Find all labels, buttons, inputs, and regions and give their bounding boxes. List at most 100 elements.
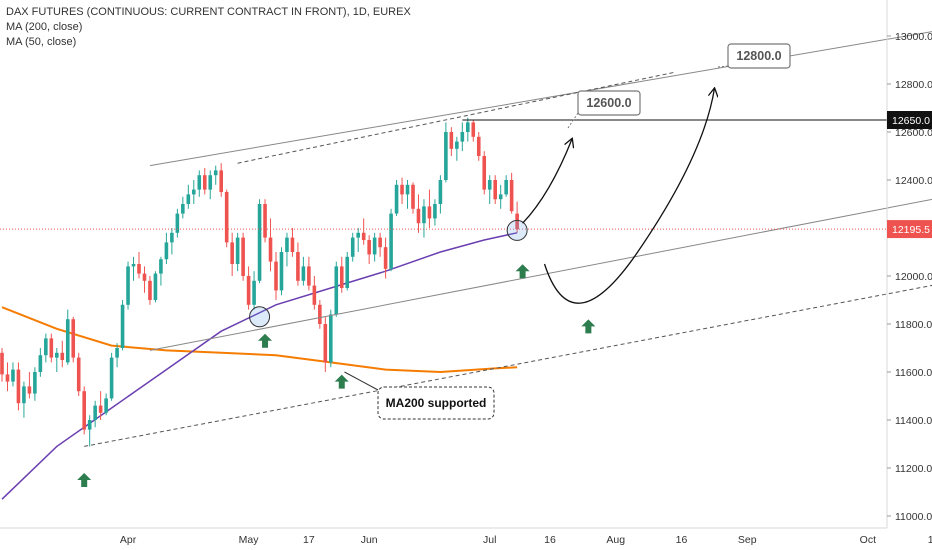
candle-body xyxy=(433,204,437,219)
candle-body xyxy=(361,232,366,240)
candle-body xyxy=(498,194,503,200)
candle-body xyxy=(482,156,487,190)
candle-body xyxy=(427,206,432,219)
candle-body xyxy=(411,184,415,209)
candles-layer xyxy=(0,117,519,447)
candle xyxy=(120,300,125,351)
candle-body xyxy=(159,259,163,274)
candle-body xyxy=(449,132,454,149)
candle xyxy=(202,168,207,195)
candle-body xyxy=(44,338,48,356)
candle-body xyxy=(16,369,21,404)
candle-body xyxy=(104,398,108,413)
candle-body xyxy=(33,372,37,394)
time-tick-label: 16 xyxy=(928,534,932,546)
candle-body xyxy=(137,264,141,274)
candle-body xyxy=(126,266,130,305)
candle-body xyxy=(274,261,278,291)
legend-ma50[interactable]: MA (50, close) xyxy=(6,36,77,48)
legend-ma200[interactable]: MA (200, close) xyxy=(6,21,83,33)
candle xyxy=(433,199,437,226)
time-tick-label: Aug xyxy=(606,534,625,546)
candle xyxy=(285,232,289,267)
candle xyxy=(224,189,229,248)
candle xyxy=(367,235,371,264)
candle xyxy=(493,175,497,204)
candle-body xyxy=(356,232,360,238)
candle xyxy=(312,276,317,310)
candle xyxy=(104,393,108,416)
candle-body xyxy=(164,242,169,260)
candle-body xyxy=(339,266,344,288)
candle-body xyxy=(372,237,377,255)
candle-body xyxy=(504,180,508,195)
candle-body xyxy=(290,237,295,252)
candle xyxy=(394,180,399,216)
candle xyxy=(164,232,169,264)
time-tick-label: 16 xyxy=(544,534,556,546)
candle-body xyxy=(312,285,317,305)
candle-body xyxy=(120,304,125,348)
channel-lower-dashed-line xyxy=(84,284,932,447)
candle-body xyxy=(493,180,497,200)
candle xyxy=(55,348,59,372)
candle-body xyxy=(296,252,300,281)
candle xyxy=(60,340,65,368)
price-tick-label: 11400.0 xyxy=(895,415,932,427)
resistance-tag-text: 12650.0 xyxy=(892,115,930,127)
annotation-leader xyxy=(344,371,379,391)
candle-body xyxy=(49,338,54,358)
legend-title[interactable]: DAX FUTURES (CONTINUOUS: CURRENT CONTRAC… xyxy=(6,6,411,18)
candle-body xyxy=(285,237,289,252)
support-circle xyxy=(506,219,528,241)
candle xyxy=(438,175,443,214)
candle-body xyxy=(148,280,152,300)
candle-body xyxy=(367,240,371,255)
channel-upper-dashed-line xyxy=(237,71,677,164)
candle-body xyxy=(230,242,234,264)
candle-body xyxy=(197,175,202,190)
candle xyxy=(471,120,476,142)
candle-body xyxy=(175,213,180,233)
price-tick-label: 11600.0 xyxy=(895,367,932,379)
candle xyxy=(487,175,492,204)
projection-arrow-long xyxy=(543,89,715,304)
up-arrow-icon xyxy=(258,333,273,348)
annotation-text: MA200 supported xyxy=(386,396,487,410)
candle xyxy=(159,256,163,286)
candle xyxy=(361,218,366,245)
candle xyxy=(372,232,377,262)
candle-body xyxy=(76,357,81,392)
candle-body xyxy=(350,237,355,257)
candle-body xyxy=(22,386,26,404)
candle-body xyxy=(405,184,410,195)
up-arrow-icon xyxy=(581,319,596,334)
up-arrow-icon xyxy=(515,264,530,279)
candle xyxy=(11,362,15,387)
candle xyxy=(219,163,223,197)
candle-body xyxy=(383,247,388,269)
drawings-layer xyxy=(0,31,932,487)
candle xyxy=(241,232,245,281)
candle xyxy=(318,300,322,329)
candle xyxy=(466,117,470,142)
candle-body xyxy=(235,237,240,264)
candle xyxy=(329,309,333,368)
candle-body xyxy=(394,184,399,214)
candle-body xyxy=(509,180,514,212)
time-tick-label: Apr xyxy=(120,534,137,546)
target-label-text: 12600.0 xyxy=(586,96,631,110)
candle xyxy=(498,184,503,209)
candle-body xyxy=(329,314,333,363)
candle-body xyxy=(181,204,185,214)
candle xyxy=(509,172,514,214)
candle-body xyxy=(71,319,76,358)
candle xyxy=(274,252,278,300)
resistance-price-tag: 12650.0 xyxy=(887,111,932,129)
candle xyxy=(444,122,448,183)
time-axis[interactable]: Apr May 17 Jun Jul 16 Aug 16 Sep Oct 16 xyxy=(0,527,932,546)
candle xyxy=(153,271,158,303)
candle-body xyxy=(279,252,284,291)
price-axis[interactable]: 11000.0 11200.0 11400.0 11600.0 11800.0 12000… xyxy=(886,0,932,528)
